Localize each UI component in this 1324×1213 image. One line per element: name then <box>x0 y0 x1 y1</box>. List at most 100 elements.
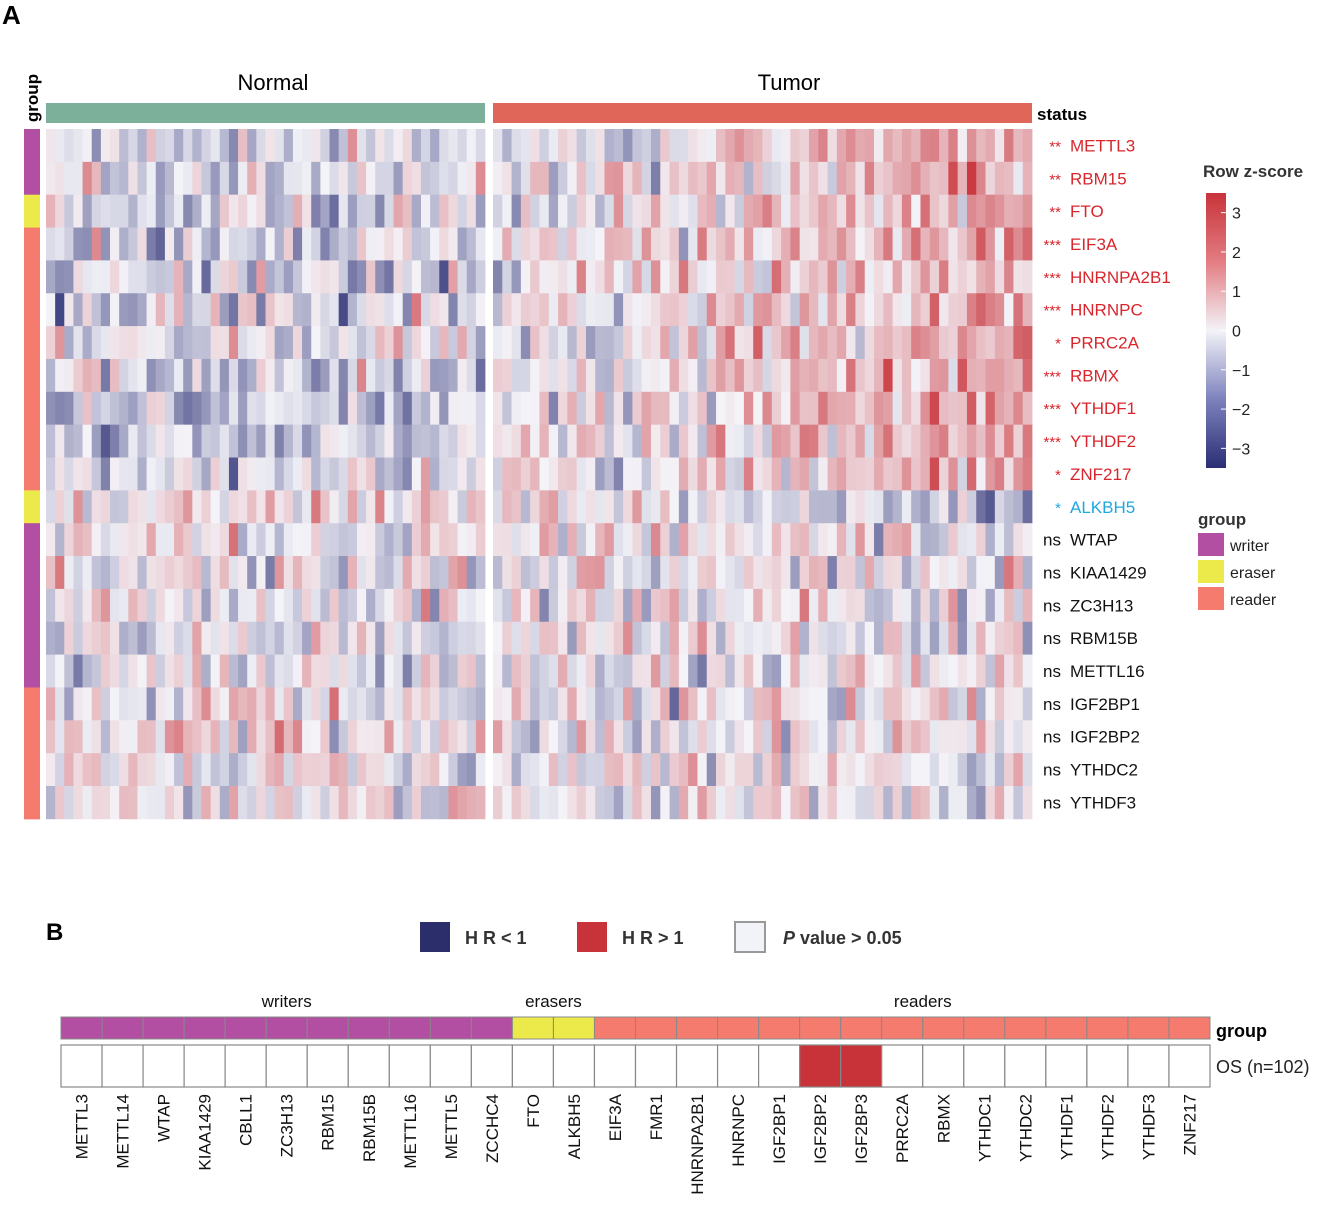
heat-cell <box>901 490 912 524</box>
heat-cell <box>393 227 404 261</box>
heat-cell <box>82 326 93 360</box>
heat-cell <box>502 194 512 228</box>
heat-cell <box>448 753 458 787</box>
heat-cell <box>430 523 440 557</box>
heat-cell <box>164 194 175 228</box>
normal-status-bar <box>46 103 485 123</box>
heat-cell <box>73 621 83 655</box>
heat-cell <box>466 293 477 327</box>
heat-cell <box>283 687 294 721</box>
heat-cell <box>818 687 828 721</box>
heat-cell <box>678 227 689 261</box>
heat-cell <box>219 129 230 163</box>
heat-cell <box>164 293 175 327</box>
heat-cell <box>146 753 157 787</box>
heat-cell <box>901 424 912 458</box>
heat-cell <box>247 621 257 655</box>
heat-cell <box>466 654 477 688</box>
heat-cell <box>966 227 977 261</box>
heat-cell <box>799 720 810 754</box>
heat-cell <box>283 424 294 458</box>
heat-cell <box>1022 621 1033 655</box>
heat-cell <box>743 753 754 787</box>
heat-cell <box>283 621 294 655</box>
heat-cell <box>688 129 698 163</box>
gene-label-alkbh5: ALKBH5 <box>1070 498 1135 517</box>
heat-cell <box>632 687 643 721</box>
heat-cell <box>585 260 596 294</box>
heat-cell <box>55 424 65 458</box>
heat-cell <box>119 129 129 163</box>
heat-cell <box>966 654 977 688</box>
heat-cell <box>966 753 977 787</box>
heat-cell <box>632 720 643 754</box>
heat-cell <box>82 129 93 163</box>
heat-cell <box>567 621 578 655</box>
heat-cell <box>430 293 440 327</box>
heat-cell <box>957 588 968 623</box>
heat-cell <box>734 490 745 524</box>
heat-cell <box>929 129 940 163</box>
heat-cell <box>302 424 312 458</box>
heat-cell <box>119 227 129 261</box>
heat-cell <box>771 391 782 426</box>
heat-cell <box>119 391 129 426</box>
heat-cell <box>201 161 212 196</box>
heat-cell <box>901 194 912 228</box>
heat-cell <box>520 194 531 228</box>
heat-cell <box>548 753 559 787</box>
heat-cell <box>734 556 745 590</box>
heat-cell <box>183 129 193 163</box>
heat-cell <box>283 720 294 754</box>
heat-cell <box>402 556 413 590</box>
heat-cell <box>688 358 698 393</box>
group-cell-ythdc2 <box>24 753 40 787</box>
b-group-cell-igf2bp2 <box>799 1016 842 1040</box>
heat-cell <box>502 786 512 820</box>
heat-cell <box>73 424 83 458</box>
heat-cell <box>892 523 903 557</box>
heat-cell <box>994 556 1005 590</box>
heat-cell <box>901 786 912 820</box>
heat-cell <box>771 753 782 787</box>
heat-cell <box>669 490 680 524</box>
heat-cell <box>650 293 661 327</box>
heat-cell <box>201 753 212 787</box>
heat-cell <box>994 621 1005 655</box>
heat-cell <box>384 129 394 163</box>
heat-cell <box>1004 424 1014 458</box>
heat-cell <box>781 654 791 688</box>
gene-label-wtap: WTAP <box>1070 531 1118 550</box>
heat-cell <box>274 523 285 557</box>
heat-cell <box>238 753 248 787</box>
heat-cell <box>366 753 376 787</box>
heat-cell <box>548 326 559 360</box>
heat-cell <box>678 358 689 393</box>
heat-cell <box>338 358 349 393</box>
heat-cell <box>911 753 921 787</box>
heat-cell <box>64 293 74 327</box>
heat-cell <box>283 556 294 590</box>
heat-cell <box>475 129 486 163</box>
heat-cell <box>110 326 120 360</box>
heat-cell <box>137 260 148 294</box>
heat-cell <box>827 194 838 228</box>
heat-cell <box>128 720 138 754</box>
heat-cell <box>100 227 111 261</box>
heat-cell <box>939 161 949 196</box>
heat-cell <box>948 161 959 196</box>
heat-cell <box>595 720 605 754</box>
heat-cell <box>457 293 468 327</box>
heat-cell <box>520 129 531 163</box>
b-gene-label-mettl3: METTL3 <box>73 1094 92 1159</box>
heat-cell <box>530 391 540 426</box>
heat-cell <box>864 523 875 557</box>
heat-cell <box>771 621 782 655</box>
heat-cell <box>966 129 977 163</box>
heat-cell <box>201 654 212 688</box>
heat-cell <box>827 391 838 426</box>
heat-cell <box>91 786 102 820</box>
heat-cell <box>595 227 605 261</box>
heat-cell <box>174 358 184 393</box>
heat-cell <box>966 621 977 655</box>
